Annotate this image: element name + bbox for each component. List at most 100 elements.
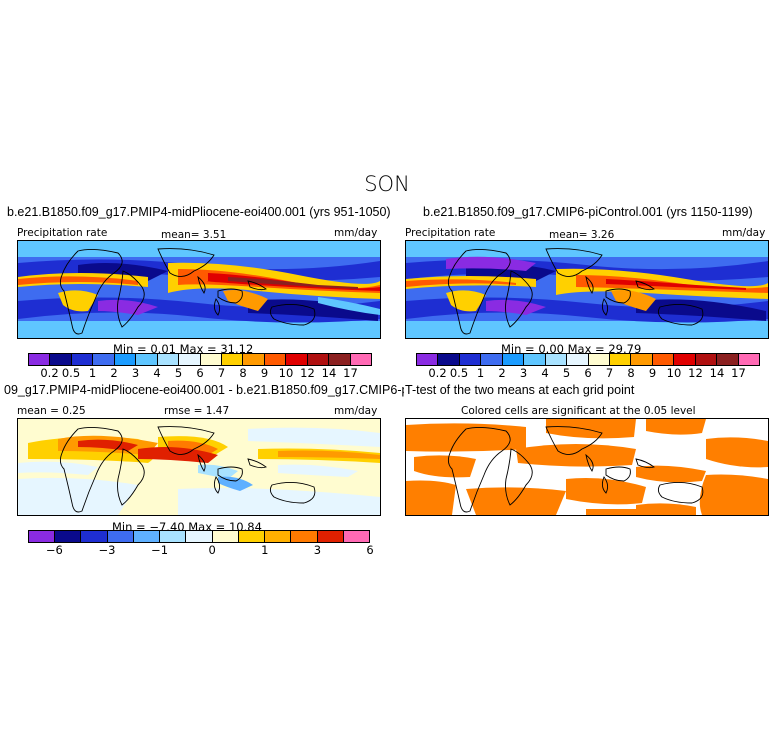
panel1-colorbar-ticks: 0.2 0.5 1 2 3 4 5 6 7 8 9 10 12 14 17 — [28, 366, 372, 380]
panel3-colorbar-ticks: −6 −3 −1 0 1 3 6 — [28, 543, 374, 557]
panel1-map — [17, 240, 381, 339]
colorbar-tick-label: 1 — [88, 366, 97, 380]
colorbar-tick-label: −6 — [45, 543, 63, 557]
panel3-units-label: mm/day — [334, 405, 378, 417]
colorbar-cell — [286, 354, 308, 365]
panel1-map-svg — [18, 241, 380, 338]
colorbar-tick-label: 9 — [260, 366, 269, 380]
panel1-units-label: mm/day — [334, 227, 378, 239]
panel2-title: b.e21.B1850.f09_g17.CMIP6-piControl.001 … — [423, 205, 753, 219]
colorbar-cell — [459, 354, 482, 365]
colorbar-cell — [291, 531, 318, 542]
colorbar-tick-label: 10 — [666, 366, 682, 380]
colorbar-cell — [133, 531, 161, 542]
colorbar-cell — [588, 354, 610, 365]
colorbar-tick-label: 0.5 — [61, 366, 81, 380]
colorbar-tick-label: 4 — [153, 366, 161, 380]
panel2-variable-label: Precipitation rate — [405, 227, 496, 239]
colorbar-tick-label: 3 — [131, 366, 140, 380]
colorbar-cell — [71, 354, 94, 365]
colorbar-cell — [107, 531, 134, 542]
panel2-stats: Min = 0.00 Max = 29.79 — [501, 342, 642, 356]
colorbar-tick-label: 3 — [519, 366, 528, 380]
panel2-mean-label: mean= 3.26 — [549, 229, 615, 241]
colorbar-cell — [243, 354, 265, 365]
colorbar-cell — [55, 531, 82, 542]
colorbar-cell — [524, 354, 546, 365]
colorbar-cell — [29, 354, 51, 365]
colorbar-cell — [717, 354, 739, 365]
colorbar-tick-label: −3 — [98, 543, 116, 557]
panel3-rmse-label: rmse = 1.47 — [164, 405, 230, 417]
figure-title: SON — [364, 172, 410, 196]
colorbar-tick-label: 6 — [366, 543, 374, 557]
panel3-title: 09_g17.PMIP4-midPliocene-eoi400.001 - b.… — [4, 383, 404, 397]
panel4-title: T-test of the two means at each grid poi… — [405, 383, 635, 397]
panel1-stats: Min = 0.01 Max = 31.12 — [113, 342, 254, 356]
colorbar-cell — [179, 354, 201, 365]
colorbar-tick-label: 0.2 — [40, 366, 59, 380]
colorbar-tick-label: 6 — [196, 366, 204, 380]
colorbar-tick-label: 9 — [648, 366, 657, 380]
panel4-map-svg — [406, 419, 768, 515]
colorbar-cell — [93, 354, 115, 365]
panel4-subtitle: Colored cells are significant at the 0.0… — [461, 405, 696, 417]
panel2-units-label: mm/day — [722, 227, 766, 239]
panel3-mean-label: mean = 0.25 — [17, 405, 86, 417]
colorbar-cell — [264, 354, 287, 365]
colorbar-tick-label: 10 — [278, 366, 294, 380]
panel1-variable-label: Precipitation rate — [17, 227, 108, 239]
colorbar-tick-label: 2 — [110, 366, 118, 380]
panel1-title: b.e21.B1850.f09_g17.PMIP4-midPliocene-eo… — [7, 205, 391, 219]
colorbar-cell — [481, 354, 503, 365]
colorbar-cell — [186, 531, 213, 542]
colorbar-cell — [81, 531, 108, 542]
colorbar-tick-label: 6 — [584, 366, 592, 380]
colorbar-cell — [502, 354, 525, 365]
panel1-mean-label: mean= 3.51 — [161, 229, 227, 241]
colorbar-tick-label: 12 — [688, 366, 703, 380]
colorbar-tick-label: 17 — [731, 366, 746, 380]
colorbar-cell — [567, 354, 589, 365]
colorbar-cell — [652, 354, 675, 365]
colorbar-cell — [609, 354, 632, 365]
colorbar-cell — [329, 354, 351, 365]
panel3-colorbar — [28, 530, 370, 543]
colorbar-cell — [50, 354, 72, 365]
colorbar-tick-label: 0.2 — [428, 366, 447, 380]
panel4-map — [405, 418, 769, 516]
colorbar-tick-label: −1 — [151, 543, 169, 557]
colorbar-cell — [238, 531, 266, 542]
colorbar-tick-label: 17 — [343, 366, 358, 380]
colorbar-cell — [738, 354, 759, 365]
panel3-map-svg — [18, 419, 380, 515]
colorbar-cell — [136, 354, 158, 365]
colorbar-cell — [200, 354, 222, 365]
colorbar-cell — [221, 354, 244, 365]
colorbar-tick-label: 2 — [498, 366, 506, 380]
colorbar-tick-label: 7 — [217, 366, 226, 380]
colorbar-cell — [631, 354, 653, 365]
colorbar-tick-label: 7 — [605, 366, 614, 380]
colorbar-cell — [343, 531, 370, 542]
colorbar-cell — [545, 354, 568, 365]
panel1-colorbar — [28, 353, 372, 366]
colorbar-tick-label: 14 — [321, 366, 337, 380]
panel4-significance-fill — [406, 419, 768, 515]
colorbar-cell — [29, 531, 56, 542]
colorbar-tick-label: 8 — [627, 366, 635, 380]
colorbar-tick-label: 0 — [208, 543, 216, 557]
colorbar-tick-label: 5 — [174, 366, 183, 380]
panel2-colorbar-ticks: 0.2 0.5 1 2 3 4 5 6 7 8 9 10 12 14 17 — [416, 366, 760, 380]
panel3-stats: Min = −7.40 Max = 10.84 — [112, 520, 262, 534]
colorbar-cell — [317, 531, 344, 542]
colorbar-cell — [438, 354, 460, 365]
panel3-map — [17, 418, 381, 516]
colorbar-tick-label: 1 — [261, 543, 269, 557]
colorbar-cell — [307, 354, 330, 365]
colorbar-cell — [157, 354, 180, 365]
panel2-colorbar — [416, 353, 760, 366]
colorbar-cell — [160, 531, 187, 542]
colorbar-cell — [350, 354, 371, 365]
colorbar-tick-label: 12 — [300, 366, 315, 380]
